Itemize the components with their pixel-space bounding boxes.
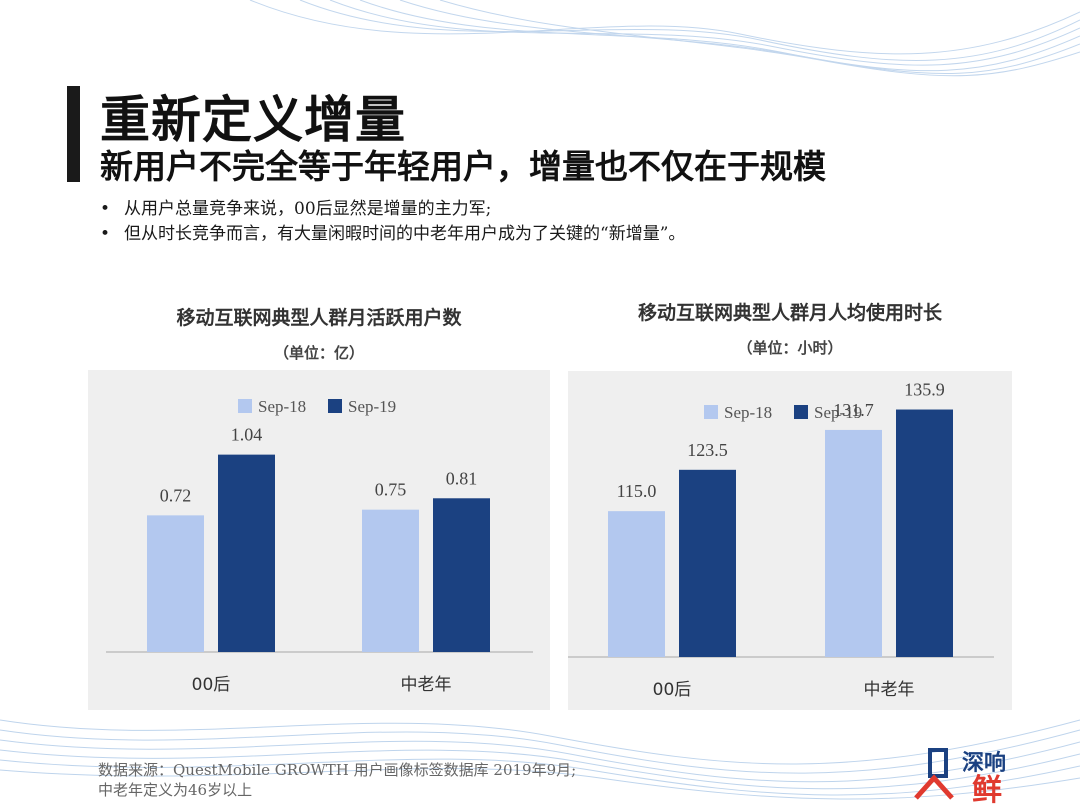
data-label: 0.81 bbox=[446, 468, 478, 488]
bar-sep-18-1 bbox=[362, 509, 419, 652]
legend-label: Sep-18 bbox=[724, 403, 772, 422]
legend-label: Sep-19 bbox=[348, 397, 396, 416]
bar-sep-18-0 bbox=[147, 515, 204, 652]
bullet-item: 从用户总量竞争来说，00后显然是增量的主力军; bbox=[96, 197, 685, 222]
data-label: 123.5 bbox=[687, 440, 728, 460]
legend-label: Sep-18 bbox=[258, 397, 306, 416]
chart-2-unit-label: （单位：小时） bbox=[737, 339, 843, 357]
chart-2-plot: Sep-18 Sep-19 115.0 123.5 00后 131.7 135.9 中老年 bbox=[568, 371, 1012, 710]
chart-2-title: 移动互联网典型人群月人均使用时长 bbox=[637, 302, 942, 324]
category-label: 00后 bbox=[653, 680, 692, 700]
brand-logo: 深响 鲜 bbox=[914, 748, 1006, 804]
data-label: 131.7 bbox=[833, 400, 874, 420]
category-label: 中老年 bbox=[401, 675, 452, 695]
legend-swatch bbox=[704, 405, 718, 419]
legend-swatch bbox=[328, 399, 342, 413]
chart-1-unit-label: （单位：亿） bbox=[273, 344, 364, 362]
chart-2-panel: Sep-18 Sep-19 115.0 123.5 00后 131.7 135.9 中老年 bbox=[568, 371, 1012, 710]
bullet-item: 但从时长竞争而言，有大量闲暇时间的中老年用户成为了关键的“新增量”。 bbox=[96, 222, 685, 247]
chart-1-title: 移动互联网典型人群月活跃用户数 bbox=[176, 307, 462, 329]
logo-text-bottom: 鲜 bbox=[972, 773, 1002, 804]
legend-swatch bbox=[238, 399, 252, 413]
title-accent-bar bbox=[67, 86, 80, 182]
data-label: 115.0 bbox=[617, 481, 657, 501]
bar-sep-19-0 bbox=[679, 469, 736, 657]
source-note: 数据来源：QuestMobile GROWTH 用户画像标签数据库 2019年9… bbox=[98, 760, 576, 800]
source-line: 中老年定义为46岁以上 bbox=[98, 781, 253, 799]
chart-1-plot: Sep-18 Sep-19 0.72 1.04 00后 0.75 0.81 中老年 bbox=[88, 370, 550, 710]
data-label: 0.72 bbox=[160, 485, 192, 505]
slide-subtitle: 新用户不完全等于年轻用户，增量也不仅在于规模 bbox=[100, 147, 826, 186]
bar-sep-18-0 bbox=[608, 511, 665, 657]
category-label: 中老年 bbox=[864, 680, 915, 700]
data-label: 135.9 bbox=[904, 380, 945, 400]
legend-swatch bbox=[794, 405, 808, 419]
data-label: 1.04 bbox=[231, 425, 263, 445]
legend-label: Sep-19 bbox=[814, 403, 862, 422]
bar-sep-18-1 bbox=[825, 429, 882, 657]
data-label: 0.75 bbox=[375, 480, 407, 500]
source-line: 数据来源：QuestMobile GROWTH 用户画像标签数据库 2019年9… bbox=[98, 761, 577, 779]
bar-sep-19-1 bbox=[433, 498, 490, 652]
logo-text-top: 深响 bbox=[962, 750, 1006, 776]
chart-1-panel: Sep-18 Sep-19 0.72 1.04 00后 0.75 0.81 中老年 bbox=[88, 370, 550, 710]
bar-sep-19-0 bbox=[218, 454, 275, 652]
decorative-wave-top bbox=[249, 0, 1080, 77]
category-label: 00后 bbox=[192, 675, 231, 695]
bar-sep-19-1 bbox=[896, 409, 953, 657]
bullet-list: 从用户总量竞争来说，00后显然是增量的主力军; 但从时长竞争而言，有大量闲暇时间… bbox=[96, 197, 685, 247]
slide-title: 重新定义增量 bbox=[100, 90, 406, 149]
